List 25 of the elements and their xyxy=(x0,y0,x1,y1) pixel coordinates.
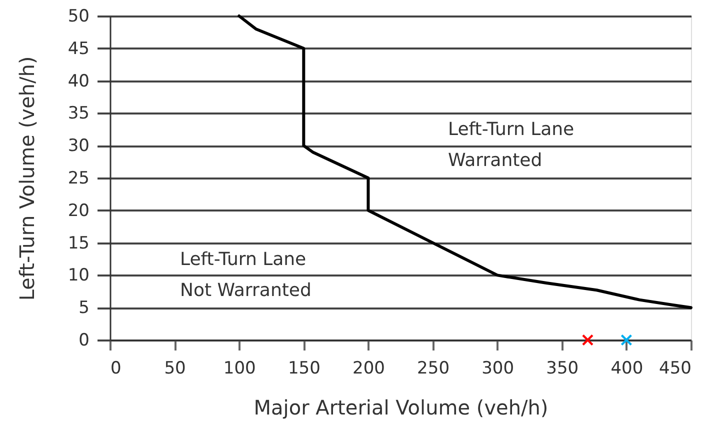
y-tick-label: 15 xyxy=(68,233,90,254)
x-tick-label: 400 xyxy=(610,358,644,378)
x-tick-label: 50 xyxy=(164,358,186,378)
x-tick-label: 350 xyxy=(546,358,579,378)
x-tick-label: 0 xyxy=(110,358,122,378)
x-tick-label: 200 xyxy=(352,358,385,378)
x-axis-title: Major Arterial Volume (veh/h) xyxy=(254,396,548,420)
annotation: Left-Turn Lane Warranted xyxy=(448,119,574,171)
y-tick-label: 45 xyxy=(68,38,90,59)
x-tick-label: 300 xyxy=(482,358,514,378)
x-tick-label: 150 xyxy=(288,358,320,378)
y-tick-label: 30 xyxy=(68,136,90,156)
y-tick-label: 0 xyxy=(78,330,90,350)
y-tick-label: 40 xyxy=(68,71,90,92)
x-tick-label: 250 xyxy=(417,358,450,378)
y-axis-title: Left-Turn Volume (veh/h) xyxy=(14,56,39,301)
annotation: Left-Turn Lane Not Warranted xyxy=(180,249,312,301)
y-tick-label: 35 xyxy=(68,104,90,124)
x-tick-label: 100 xyxy=(223,358,256,378)
y-tick-label: 50 xyxy=(68,6,90,26)
x-tick-label: 450 xyxy=(659,358,692,378)
y-tick-label: 20 xyxy=(68,200,90,221)
y-tick-label: 10 xyxy=(68,266,90,286)
y-tick-label: 25 xyxy=(68,168,90,188)
y-tick-label: 5 xyxy=(78,298,90,318)
